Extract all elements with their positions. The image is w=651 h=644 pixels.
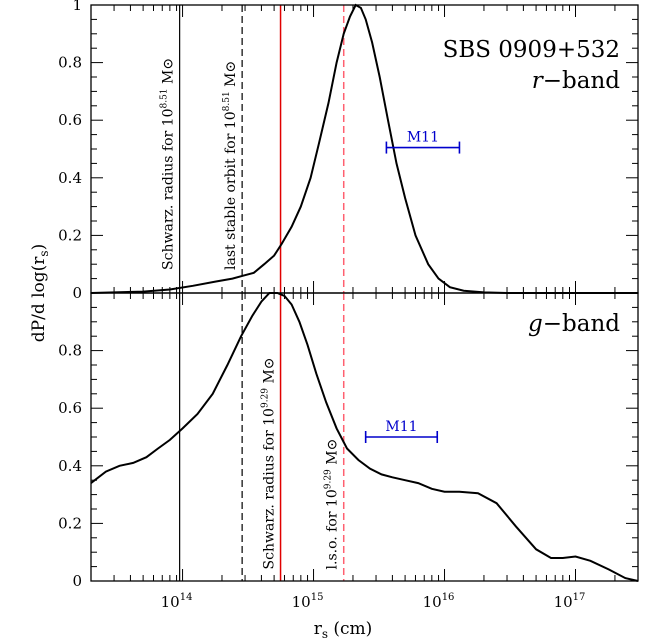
y-tick-label-bottom: 0 bbox=[72, 572, 82, 590]
y-tick-label-top: 1 bbox=[72, 0, 82, 14]
x-axis-label: rs (cm) bbox=[314, 619, 373, 641]
y-tick-label-bottom: 0.2 bbox=[58, 514, 82, 532]
panel-subtitle-top: r−band bbox=[532, 68, 621, 94]
curve-bottom bbox=[90, 292, 639, 582]
panel-subtitle-bottom: g−band bbox=[528, 311, 620, 337]
y-tick-label-top: 0.6 bbox=[58, 111, 82, 129]
y-tick-label-top: 0.8 bbox=[58, 54, 82, 72]
errorbar-label-bottom: M11 bbox=[385, 419, 417, 435]
y-axis-label: dP/d log(rs) bbox=[29, 244, 51, 342]
y-tick-label-top: 0.2 bbox=[58, 226, 82, 244]
vline-label-bottom-3: l.s.o. for 109.29 M⊙ bbox=[324, 439, 341, 570]
chart-title: SBS 0909+532 bbox=[443, 37, 620, 63]
y-tick-label-bottom: 0.4 bbox=[58, 457, 82, 475]
curve-top bbox=[90, 3, 638, 294]
y-tick-label-top: 0 bbox=[72, 284, 82, 302]
errorbar-label-top: M11 bbox=[407, 130, 439, 146]
y-tick-label-bottom: 0.8 bbox=[58, 342, 82, 360]
y-tick-label-bottom: 0.6 bbox=[58, 399, 82, 417]
frame-bottom bbox=[90, 292, 639, 582]
axis-labels: dP/d log(rs) rs (cm) bbox=[29, 244, 372, 641]
vline-label-top-0: Schwarz. radius for 108.51 M⊙ bbox=[160, 58, 177, 270]
y-tick-label-top: 0.4 bbox=[58, 169, 82, 187]
vline-label-top-1: last stable orbit for 108.51 M⊙ bbox=[222, 61, 239, 270]
vline-label-bottom-2: Schwarz. radius for 109.29 M⊙ bbox=[261, 357, 278, 569]
